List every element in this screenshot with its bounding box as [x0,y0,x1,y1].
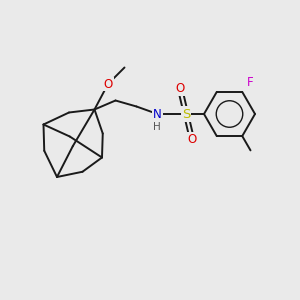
Text: S: S [182,107,190,121]
Text: O: O [176,82,184,95]
Text: N: N [153,107,162,121]
Text: F: F [247,76,254,89]
Text: O: O [103,77,112,91]
Text: H: H [153,122,161,132]
Text: O: O [188,133,196,146]
